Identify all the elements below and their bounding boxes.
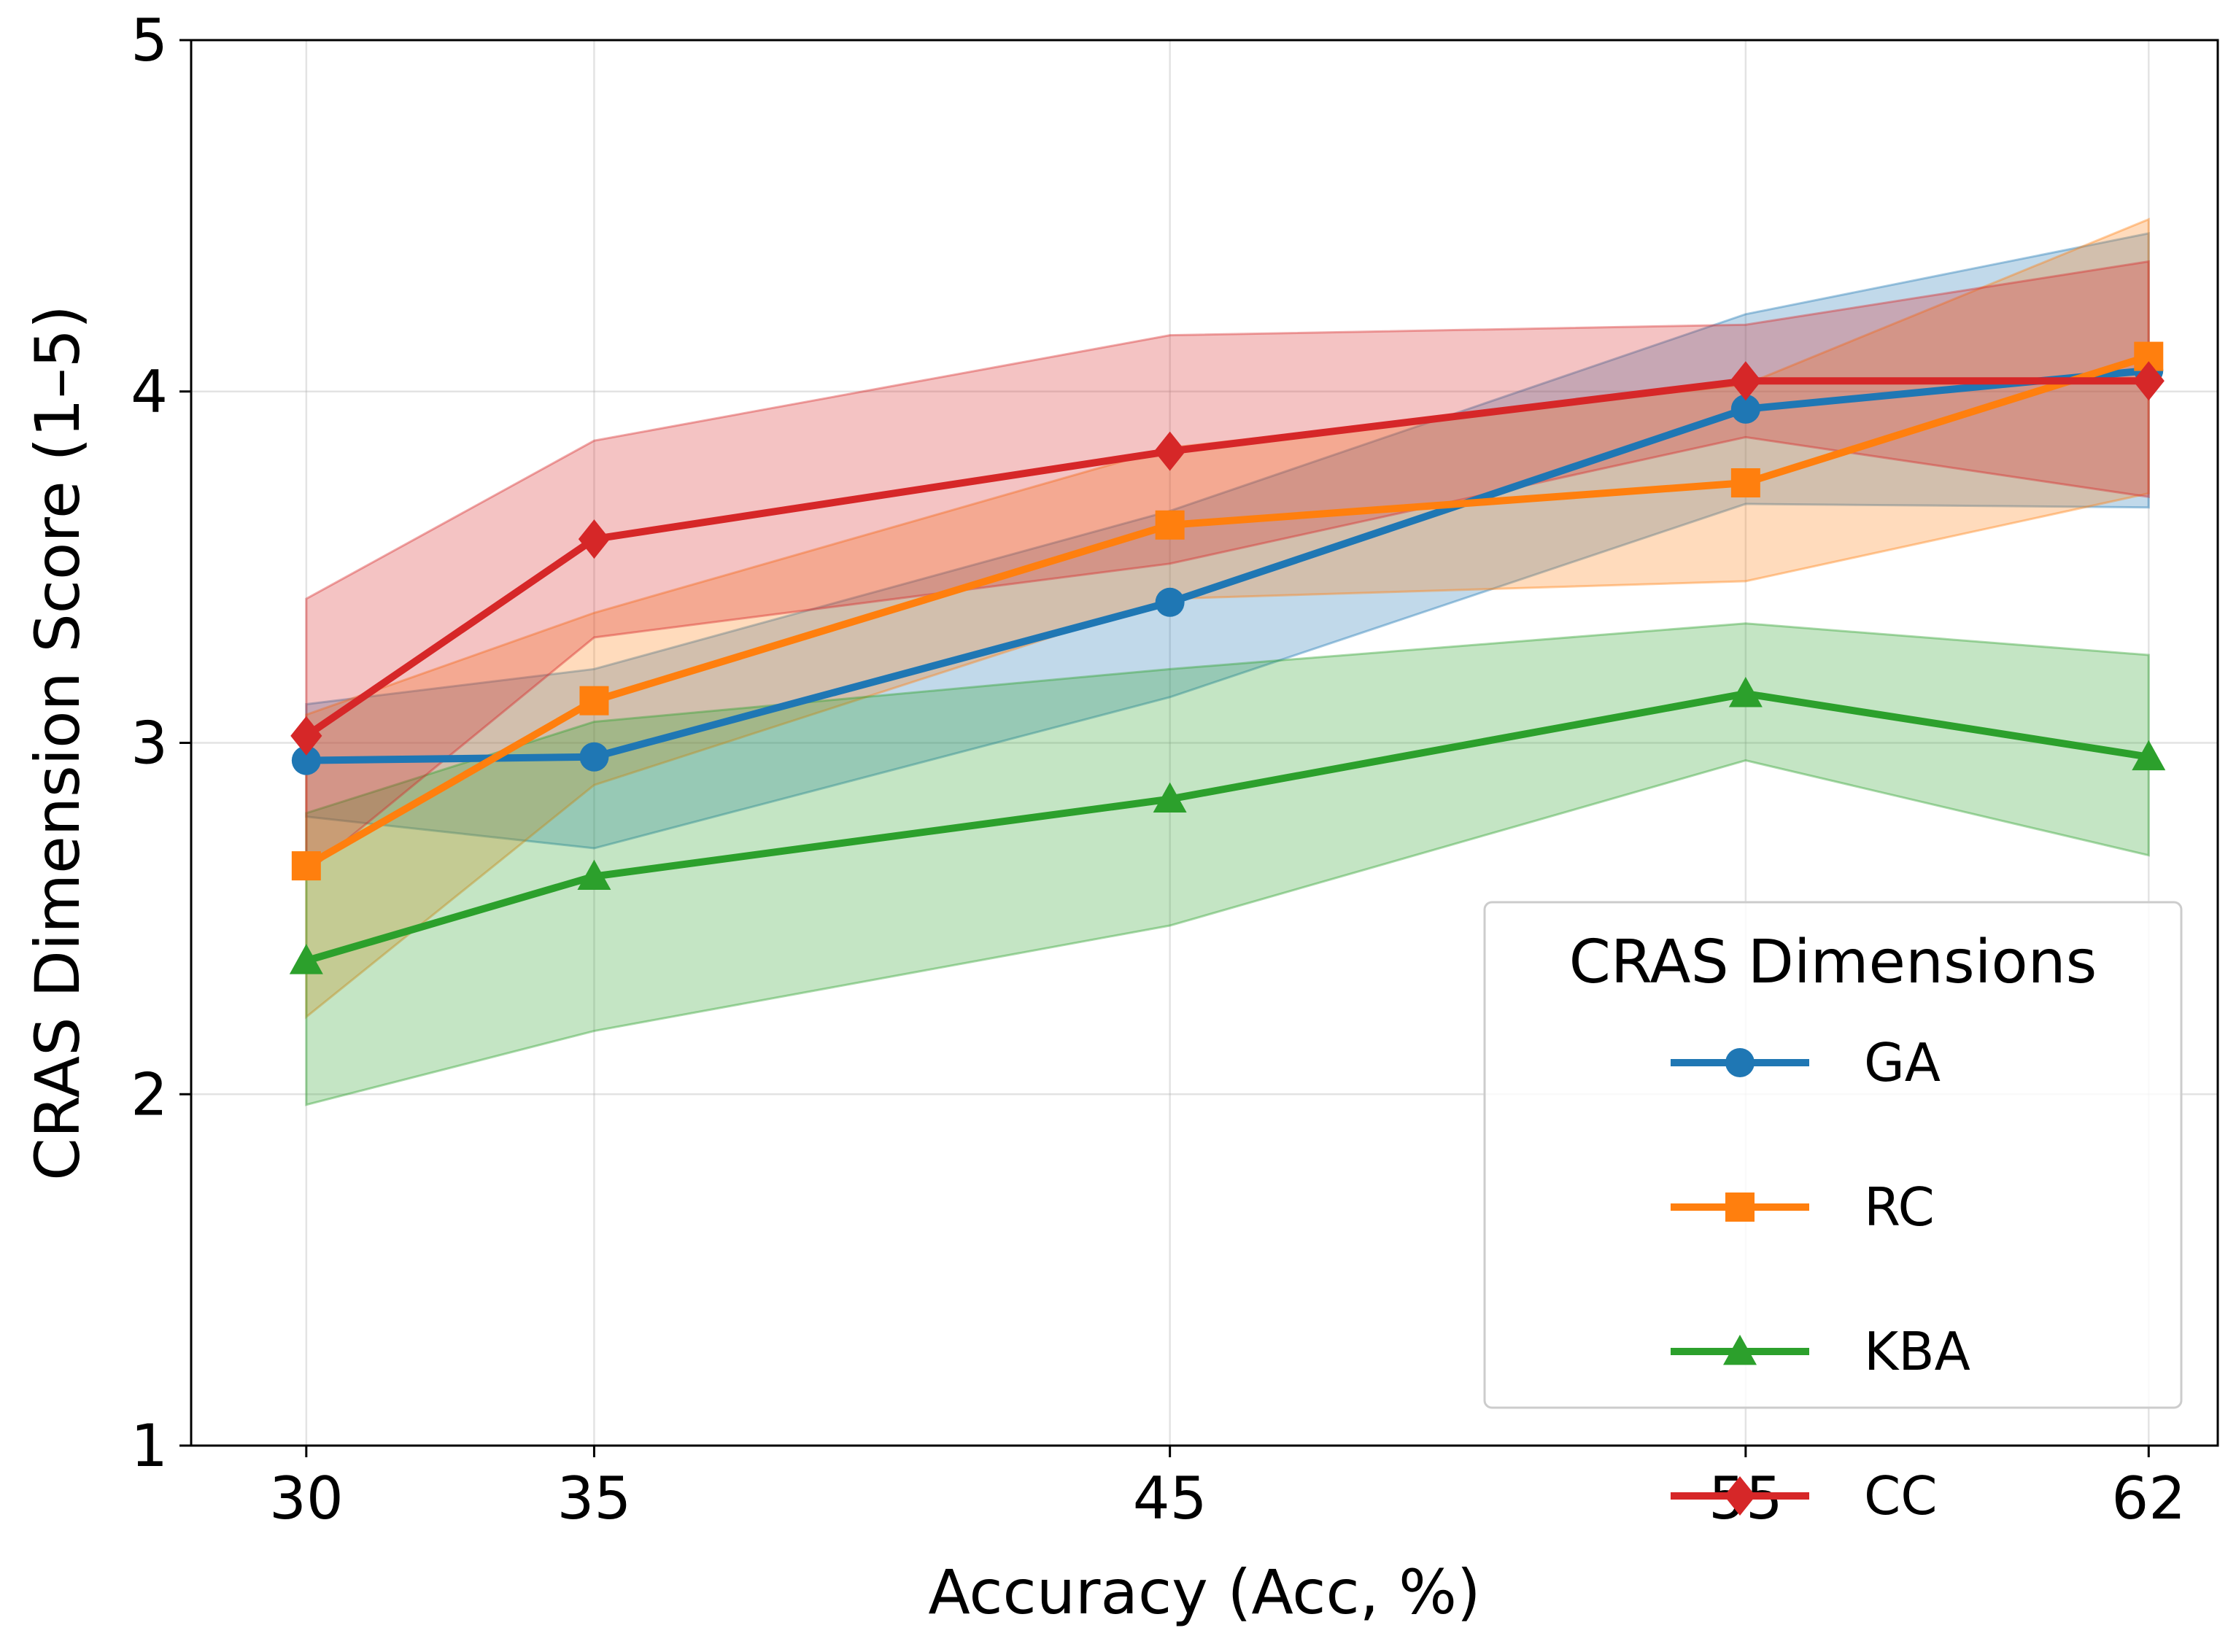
x-tick-label: 45 — [1133, 1465, 1207, 1532]
cc-point — [578, 519, 611, 559]
legend: CRAS Dimensions GA RC KBA CC — [1483, 901, 2183, 1527]
legend-rc-marker — [1725, 1193, 1755, 1222]
x-tick-label: 30 — [269, 1465, 344, 1532]
legend-rc-label: RC — [1864, 1176, 1935, 1238]
y-tick-label: 4 — [131, 358, 168, 426]
ga-point — [291, 745, 321, 775]
kba-point — [1153, 782, 1187, 813]
kba-point — [577, 859, 611, 890]
legend-item-kba: KBA — [1671, 1321, 1970, 1382]
legend-ga-label: GA — [1864, 1032, 1941, 1093]
x-tick-label: 35 — [557, 1465, 632, 1532]
cc-point — [2132, 361, 2165, 401]
cc-point — [1730, 361, 1762, 401]
rc-point — [1155, 510, 1185, 540]
ga-point — [579, 742, 609, 772]
legend-cc-marker — [1724, 1476, 1756, 1516]
legend-title: CRAS Dimensions — [1569, 928, 2097, 997]
x-tick-label: 62 — [2111, 1465, 2186, 1532]
rc-point — [579, 686, 609, 716]
kba-point — [289, 944, 323, 974]
axis-ticks: 303545556212345 — [131, 7, 2186, 1532]
cc-band — [305, 260, 2150, 875]
legend-kba-label: KBA — [1864, 1321, 1970, 1382]
y-tick-label: 5 — [131, 7, 168, 74]
kba-band — [305, 622, 2150, 1106]
legend-item-ga: GA — [1671, 1032, 1941, 1093]
x-axis-label: Accuracy (Acc, %) — [928, 1556, 1480, 1628]
legend-ga-marker — [1725, 1048, 1755, 1077]
y-tick-label: 1 — [131, 1412, 168, 1480]
kba-point — [1728, 677, 1763, 707]
kba-point — [2132, 740, 2166, 771]
legend-item-cc: CC — [1671, 1465, 1938, 1527]
cc-point — [290, 716, 322, 756]
legend-box — [1483, 901, 2183, 1409]
rc-point — [291, 851, 321, 881]
y-tick-label: 3 — [131, 710, 168, 777]
y-axis-label: CRAS Dimension Score (1–5) — [22, 305, 93, 1181]
rc-band — [305, 217, 2150, 1020]
series-markers — [289, 341, 2166, 974]
y-tick-label: 2 — [131, 1060, 168, 1128]
legend-item-rc: RC — [1671, 1176, 1935, 1238]
cc-point — [1154, 431, 1186, 471]
legend-cc-label: CC — [1864, 1465, 1938, 1527]
ga-point — [1155, 587, 1185, 617]
rc-point — [1730, 468, 1760, 498]
legend-items: GA RC KBA CC — [1671, 1032, 1970, 1527]
legend-kba-marker — [1723, 1335, 1757, 1365]
ga-point — [1730, 394, 1760, 424]
